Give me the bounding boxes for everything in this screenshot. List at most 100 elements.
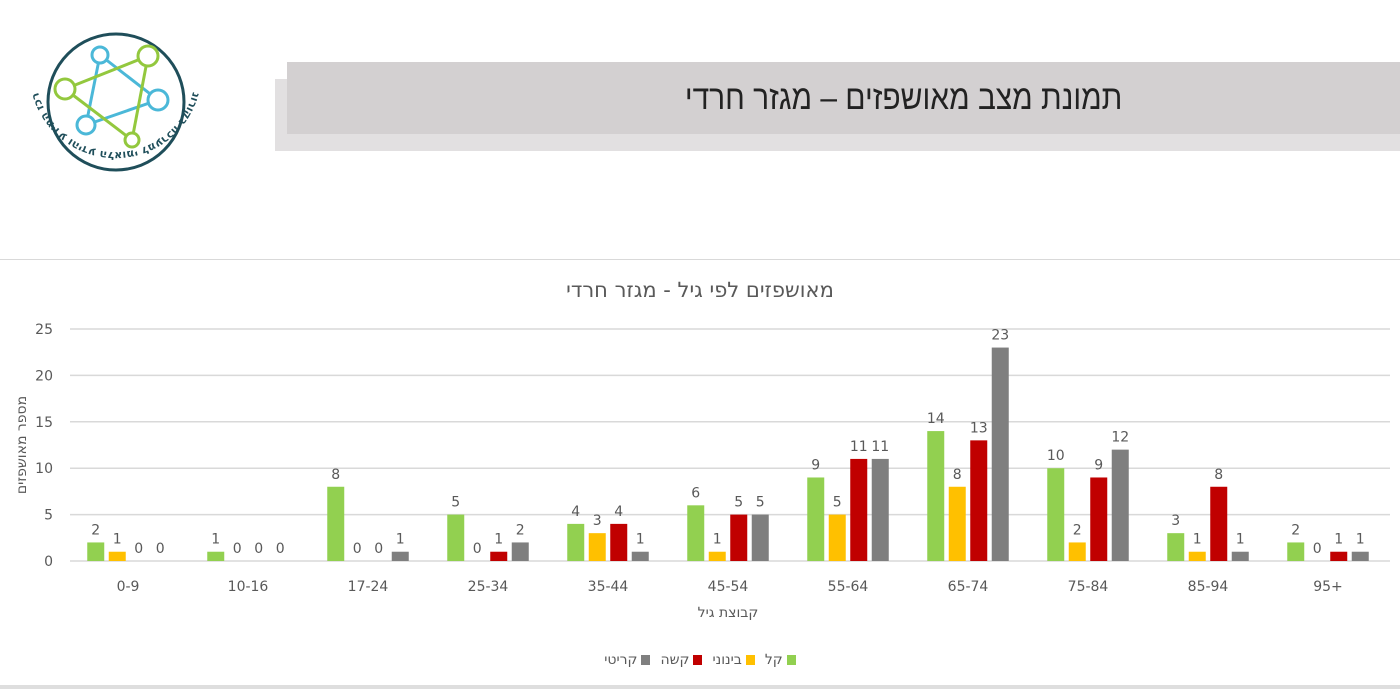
- data-label: 6: [691, 485, 700, 501]
- x-tick-label: 85-94: [1188, 579, 1229, 595]
- title-bar: תמונת מצב מאושפזים – מגזר חרדי: [287, 62, 1400, 134]
- bar: [327, 486, 345, 561]
- data-label: 9: [1094, 457, 1103, 473]
- x-axis-label: קבוצת גיל: [698, 605, 759, 621]
- bar: [567, 523, 585, 561]
- x-tick-label: 10-16: [228, 579, 269, 595]
- x-tick-label: 25-34: [468, 579, 509, 595]
- data-label: 23: [991, 328, 1009, 344]
- x-tick-label: 0-9: [117, 579, 140, 595]
- y-tick-label: 5: [44, 508, 53, 524]
- chart-title: מאושפזים לפי גיל - מגזר חרדי: [566, 278, 834, 302]
- bar: [511, 542, 529, 561]
- x-tick-label: 95+: [1313, 579, 1343, 595]
- bar: [1167, 533, 1185, 561]
- data-label: 11: [850, 439, 868, 455]
- data-label: 2: [91, 522, 100, 538]
- data-label: 1: [636, 532, 645, 548]
- bar: [447, 514, 465, 561]
- bar: [391, 551, 409, 561]
- bar: [1231, 551, 1249, 561]
- data-label: 0: [276, 541, 285, 557]
- bar: [588, 533, 606, 561]
- data-label: 1: [113, 532, 122, 548]
- x-tick-label: 55-64: [828, 579, 869, 595]
- legend-swatch-icon: [693, 655, 703, 665]
- organization-logo: מרכז המידע והידע הלאומי למערכה בקורונה: [24, 12, 208, 192]
- data-label: 3: [593, 513, 602, 529]
- bar: [948, 486, 966, 561]
- data-label: 0: [156, 541, 165, 557]
- page-title: תמונת מצב מאושפזים – מגזר חרדי: [684, 78, 1123, 117]
- bar: [730, 514, 748, 561]
- bar: [1090, 477, 1108, 561]
- bar: [1188, 551, 1206, 561]
- data-label: 5: [756, 495, 765, 511]
- data-label: 1: [396, 532, 405, 548]
- bar: [970, 440, 988, 561]
- y-tick-label: 20: [35, 368, 53, 384]
- chart-frame-top-border: [0, 259, 1400, 260]
- data-label: 0: [233, 541, 242, 557]
- data-label: 1: [1334, 532, 1343, 548]
- data-label: 2: [1073, 522, 1082, 538]
- data-label: 5: [833, 495, 842, 511]
- bar: [687, 505, 705, 561]
- data-label: 0: [134, 541, 143, 557]
- bar: [991, 347, 1009, 561]
- data-label: 2: [516, 522, 525, 538]
- data-label: 11: [871, 439, 889, 455]
- legend-label: בינוני: [712, 652, 742, 668]
- bar: [87, 542, 105, 561]
- legend-item: בינוני: [712, 652, 755, 668]
- bar: [1210, 486, 1228, 561]
- x-tick-label: 45-54: [708, 579, 749, 595]
- legend-label: קריטי: [604, 652, 638, 668]
- data-label: 1: [1236, 532, 1245, 548]
- bar: [610, 523, 628, 561]
- legend-label: קל: [764, 652, 783, 668]
- data-label: 13: [970, 420, 988, 436]
- x-tick-label: 17-24: [348, 579, 389, 595]
- chart-frame-bottom-border: [0, 685, 1400, 689]
- y-axis-label: מספר מאושפזים: [14, 396, 30, 494]
- data-label: 4: [571, 504, 580, 520]
- legend-item: קשה: [660, 652, 703, 668]
- bar: [850, 458, 868, 561]
- bar: [1047, 468, 1065, 561]
- legend-label: קשה: [660, 652, 690, 668]
- y-tick-label: 10: [35, 461, 53, 477]
- data-label: 0: [473, 541, 482, 557]
- legend-swatch-icon: [745, 655, 755, 665]
- bar: [1351, 551, 1369, 561]
- legend-item: קל: [765, 652, 796, 668]
- y-tick-label: 15: [35, 415, 53, 431]
- data-label: 1: [211, 532, 220, 548]
- data-label: 1: [713, 532, 722, 548]
- bar: [1111, 449, 1129, 561]
- bar: [1330, 551, 1348, 561]
- bar: [490, 551, 508, 561]
- data-label: 0: [1313, 541, 1322, 557]
- legend-item: קריטי: [604, 652, 651, 668]
- x-tick-label: 65-74: [948, 579, 989, 595]
- bar: [1068, 542, 1086, 561]
- data-label: 0: [374, 541, 383, 557]
- network-star-logo-icon: מרכז המידע והידע הלאומי למערכה בקורונה: [24, 12, 203, 172]
- bar: [631, 551, 649, 561]
- data-label: 14: [927, 411, 945, 427]
- data-label: 3: [1171, 513, 1180, 529]
- bar: [828, 514, 846, 561]
- y-tick-label: 0: [44, 554, 53, 570]
- bar: [108, 551, 126, 561]
- data-label: 1: [494, 532, 503, 548]
- legend-swatch-icon: [786, 655, 796, 665]
- data-label: 1: [1356, 532, 1365, 548]
- data-label: 0: [353, 541, 362, 557]
- bar: [927, 431, 945, 561]
- data-label: 1: [1193, 532, 1202, 548]
- data-label: 0: [254, 541, 263, 557]
- data-label: 4: [614, 504, 623, 520]
- bar: [807, 477, 825, 561]
